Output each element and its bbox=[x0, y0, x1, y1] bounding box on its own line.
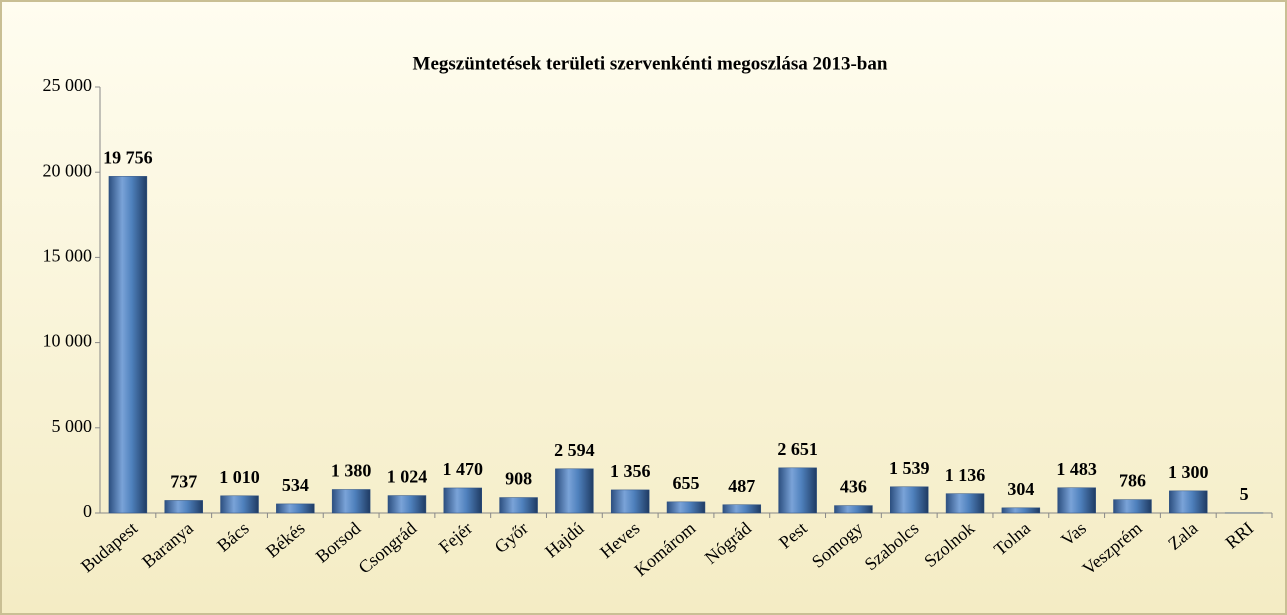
bar bbox=[499, 497, 538, 514]
bar bbox=[108, 176, 148, 514]
bar bbox=[276, 503, 315, 514]
bar bbox=[722, 504, 762, 514]
value-label: 1 010 bbox=[219, 467, 260, 487]
value-label: 5 bbox=[1240, 484, 1249, 504]
bar bbox=[331, 489, 371, 514]
bar bbox=[387, 495, 427, 514]
bar bbox=[666, 501, 706, 514]
bar bbox=[890, 486, 929, 514]
bar bbox=[1113, 499, 1152, 514]
bar bbox=[945, 493, 985, 514]
value-label: 1 470 bbox=[443, 459, 484, 479]
value-label: 655 bbox=[673, 473, 700, 493]
bar bbox=[443, 487, 482, 514]
value-label: 1 380 bbox=[331, 461, 372, 481]
bar bbox=[164, 500, 203, 514]
bar bbox=[1001, 507, 1041, 514]
value-label: 304 bbox=[1007, 479, 1034, 499]
bar bbox=[555, 468, 594, 514]
value-label: 2 651 bbox=[777, 439, 818, 459]
value-label: 1 024 bbox=[387, 467, 428, 487]
value-label: 487 bbox=[728, 476, 755, 496]
bar bbox=[834, 505, 873, 514]
y-tick-label: 25 000 bbox=[43, 75, 93, 95]
y-tick-label: 5 000 bbox=[52, 416, 93, 436]
y-tick-label: 15 000 bbox=[43, 246, 93, 266]
bar bbox=[1169, 490, 1208, 514]
y-tick-label: 0 bbox=[83, 501, 92, 521]
value-label: 1 539 bbox=[889, 458, 930, 478]
value-label: 908 bbox=[505, 469, 532, 489]
value-label: 436 bbox=[840, 477, 867, 497]
bar bbox=[610, 489, 650, 514]
value-label: 1 356 bbox=[610, 461, 651, 481]
y-tick-label: 20 000 bbox=[43, 160, 93, 180]
value-label: 19 756 bbox=[103, 147, 153, 167]
value-label: 1 136 bbox=[945, 465, 986, 485]
value-label: 2 594 bbox=[554, 440, 595, 460]
value-label: 786 bbox=[1119, 471, 1146, 491]
bar bbox=[220, 495, 259, 514]
value-label: 534 bbox=[282, 475, 309, 495]
value-label: 737 bbox=[170, 472, 197, 492]
chart-title: Megszüntetések területi szervenkénti meg… bbox=[413, 53, 888, 74]
value-label: 1 300 bbox=[1168, 462, 1209, 482]
bar bbox=[1057, 487, 1096, 514]
value-label: 1 483 bbox=[1056, 459, 1097, 479]
bar bbox=[778, 467, 817, 514]
y-tick-label: 10 000 bbox=[43, 331, 93, 351]
